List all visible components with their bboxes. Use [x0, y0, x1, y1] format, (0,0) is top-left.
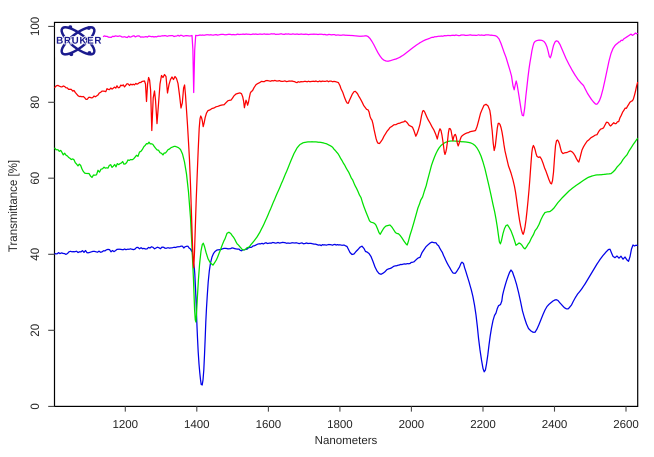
svg-text:20: 20 — [30, 324, 42, 337]
svg-text:2200: 2200 — [470, 419, 496, 431]
svg-text:Nanometers: Nanometers — [315, 435, 378, 447]
svg-text:80: 80 — [30, 96, 42, 109]
svg-text:40: 40 — [30, 248, 42, 261]
svg-text:1800: 1800 — [327, 419, 353, 431]
svg-text:Transmittance [%]: Transmittance [%] — [8, 160, 20, 252]
svg-text:1400: 1400 — [184, 419, 210, 431]
svg-text:100: 100 — [30, 17, 42, 36]
svg-text:60: 60 — [30, 172, 42, 185]
svg-text:1200: 1200 — [113, 419, 139, 431]
svg-text:2400: 2400 — [542, 419, 568, 431]
svg-text:0: 0 — [30, 403, 42, 409]
svg-text:2600: 2600 — [613, 419, 639, 431]
svg-text:1600: 1600 — [256, 419, 282, 431]
svg-text:2000: 2000 — [399, 419, 425, 431]
